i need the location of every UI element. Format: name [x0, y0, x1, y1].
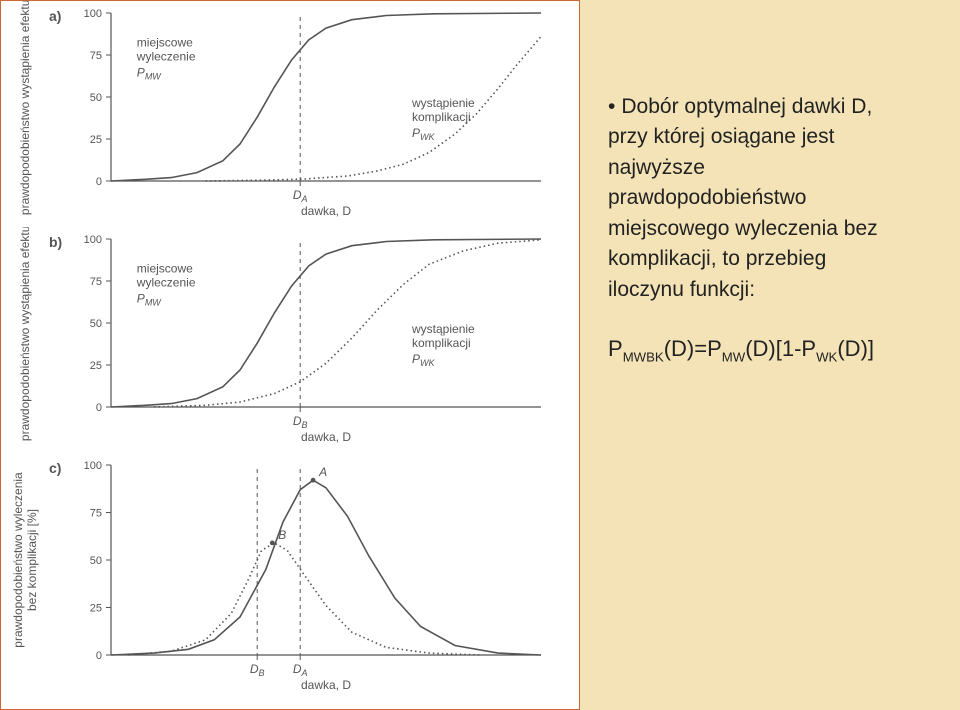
svg-text:75: 75 [90, 276, 102, 288]
svg-text:25: 25 [90, 134, 102, 146]
page-background: a) 0 25 50 75 100 dawka, D prawdopodobieństwo w… [0, 0, 960, 710]
svg-text:a): a) [49, 8, 61, 24]
svg-text:A: A [318, 465, 327, 479]
description-text: • Dobór optymalnej dawki D, przy której o… [608, 92, 938, 367]
description-line: prawdopodobieństwo [608, 186, 806, 209]
panel-c: c) 0 25 50 75 100 dawka, D prawdopodobieństwo w… [1, 453, 579, 707]
svg-text:50: 50 [90, 318, 102, 330]
svg-text:DA: DA [293, 662, 308, 678]
svg-text:miejscowewyleczeniePMW: miejscowewyleczeniePMW [136, 36, 196, 82]
description-line: iloczynu funkcji: [608, 278, 755, 301]
panel-b: b) 0 25 50 75 100 dawka, D prawdopodobieństwo w… [1, 227, 579, 453]
svg-text:miejscowewyleczeniePMW: miejscowewyleczeniePMW [136, 262, 196, 308]
svg-text:DA: DA [293, 188, 308, 204]
formula: PMWBK(D)=PMW(D)[1-PWK(D)] [608, 333, 938, 367]
svg-text:100: 100 [84, 234, 102, 246]
svg-text:0: 0 [96, 402, 102, 414]
description-line: najwyższe [608, 156, 705, 179]
svg-text:100: 100 [84, 8, 102, 20]
description-paragraph: • Dobór optymalnej dawki D, przy której o… [608, 92, 938, 305]
svg-text:dawka, D: dawka, D [301, 204, 351, 218]
panel-a: a) 0 25 50 75 100 dawka, D prawdopodobieństwo w… [1, 1, 579, 227]
svg-text:prawdopodobieństwo wystąpienia: prawdopodobieństwo wystąpienia efektu [%… [18, 1, 32, 215]
svg-text:75: 75 [90, 50, 102, 62]
svg-text:dawka, D: dawka, D [301, 678, 351, 692]
svg-text:wystąpieniekomplikacjiPWK: wystąpieniekomplikacjiPWK [411, 96, 475, 142]
svg-text:50: 50 [90, 92, 102, 104]
svg-text:100: 100 [84, 460, 102, 472]
svg-text:25: 25 [90, 360, 102, 372]
svg-text:25: 25 [90, 603, 102, 615]
svg-text:prawdopodobieństwo wystąpienia: prawdopodobieństwo wystąpienia efektu [%… [18, 227, 32, 441]
svg-text:DB: DB [250, 662, 265, 678]
svg-text:75: 75 [90, 508, 102, 520]
description-line: miejscowego wyleczenia bez [608, 217, 878, 240]
bullet-icon: • [608, 95, 615, 118]
description-line: Dobór optymalnej dawki D, [621, 95, 872, 118]
svg-text:DB: DB [293, 414, 308, 430]
svg-text:prawdopodobieństwo wyleczeniab: prawdopodobieństwo wyleczeniabez komplik… [11, 472, 39, 648]
figure-area: a) 0 25 50 75 100 dawka, D prawdopodobieństwo w… [0, 0, 580, 710]
svg-text:0: 0 [96, 650, 102, 662]
description-line: przy której osiągane jest [608, 125, 834, 148]
svg-text:50: 50 [90, 555, 102, 567]
svg-text:dawka, D: dawka, D [301, 430, 351, 444]
svg-text:c): c) [49, 460, 61, 476]
svg-text:0: 0 [96, 176, 102, 188]
svg-text:b): b) [49, 234, 62, 250]
svg-text:wystąpieniekomplikacjiPWK: wystąpieniekomplikacjiPWK [411, 322, 475, 368]
description-line: komplikacji, to przebieg [608, 247, 826, 270]
svg-text:B: B [278, 528, 286, 542]
